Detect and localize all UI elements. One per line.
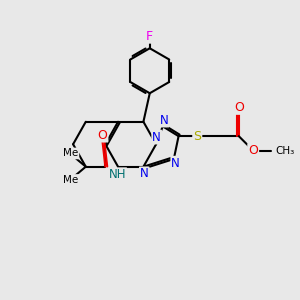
Text: CH₃: CH₃ <box>276 146 295 156</box>
Text: Me: Me <box>63 148 78 158</box>
Text: O: O <box>98 128 107 142</box>
Text: N: N <box>171 157 180 170</box>
Text: O: O <box>248 144 258 157</box>
Text: N: N <box>152 130 161 143</box>
Text: O: O <box>234 101 244 114</box>
Text: Me: Me <box>63 175 78 185</box>
Text: N: N <box>140 167 149 180</box>
Text: S: S <box>193 130 201 143</box>
Text: NH: NH <box>109 168 126 181</box>
Text: N: N <box>160 113 169 127</box>
Text: F: F <box>146 30 153 43</box>
